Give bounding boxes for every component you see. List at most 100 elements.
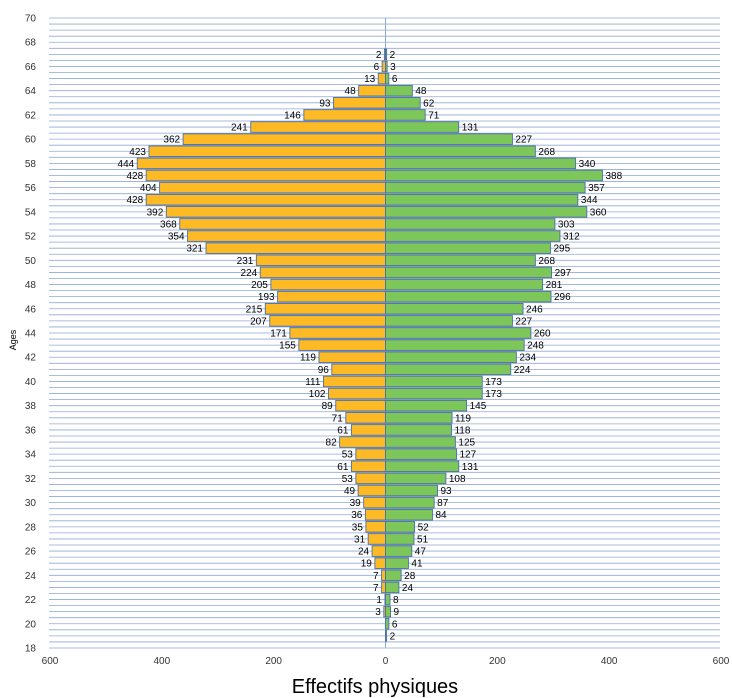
x-axis-tick-labels: 600 400 200 0 200 400 600 [42, 656, 730, 667]
left-bar [255, 254, 386, 267]
left-bar [259, 266, 386, 279]
data-label: 260 [534, 329, 551, 340]
right-bar [385, 448, 457, 460]
left-bar [318, 351, 386, 363]
y-tick-label: 62 [25, 110, 37, 121]
data-label: 155 [279, 341, 296, 352]
data-label: 224 [241, 268, 258, 279]
right-bar [385, 399, 468, 412]
data-label: 119 [455, 413, 471, 424]
y-tick-label: 34 [25, 450, 37, 461]
data-label: 2 [376, 50, 382, 61]
right-bar [385, 48, 388, 61]
y-tick-label: 64 [25, 86, 37, 97]
data-label: 296 [554, 292, 571, 303]
data-label: 2 [390, 50, 396, 61]
data-label: 47 [415, 547, 427, 558]
right-bar [385, 157, 577, 170]
data-label: 8 [393, 595, 399, 606]
y-tick-label: 36 [25, 425, 37, 436]
y-tick-label: 30 [25, 498, 37, 509]
y-tick-label: 22 [25, 595, 37, 606]
data-label: 82 [326, 438, 338, 449]
right-bar [385, 363, 512, 376]
right-bar [385, 618, 390, 630]
data-label: 49 [344, 486, 356, 497]
y-tick-label: 28 [25, 522, 37, 533]
y-tick-label: 20 [25, 619, 37, 630]
y-tick-label: 24 [25, 571, 37, 582]
data-label: 2 [390, 631, 396, 642]
data-label: 173 [485, 377, 502, 388]
x-tick-label: 600 [42, 656, 59, 667]
right-bar [385, 133, 513, 145]
y-tick-label: 48 [25, 280, 37, 291]
x-tick-label: 400 [601, 656, 618, 667]
left-bar [322, 375, 386, 388]
left-bar [148, 145, 386, 158]
data-label: 3 [390, 62, 396, 73]
data-label: 224 [514, 365, 531, 376]
y-tick-label: 46 [25, 304, 37, 315]
data-label: 388 [605, 171, 622, 182]
data-label: 340 [579, 159, 596, 170]
y-tick-label: 52 [25, 232, 37, 243]
left-bar [159, 181, 386, 194]
data-label: 96 [318, 365, 330, 376]
right-bar [385, 521, 416, 533]
right-bar [385, 242, 551, 254]
data-label: 6 [392, 619, 398, 630]
left-bar [365, 521, 386, 533]
right-bar [385, 533, 415, 545]
data-label: 51 [417, 534, 429, 545]
right-bar [385, 460, 460, 473]
data-label: 127 [460, 450, 477, 461]
left-bar [333, 97, 386, 109]
left-bar [355, 472, 386, 485]
data-label: 118 [454, 425, 470, 436]
data-label: 84 [435, 510, 447, 521]
data-label: 362 [163, 135, 180, 146]
y-tick-label: 18 [25, 644, 37, 655]
right-bar [385, 315, 513, 327]
data-label: 241 [231, 123, 248, 134]
data-label: 3 [375, 607, 381, 618]
data-label: 207 [250, 316, 267, 327]
left-bar [350, 460, 386, 473]
y-tick-label: 70 [25, 14, 37, 25]
left-bar [328, 387, 386, 400]
data-label: 93 [319, 98, 331, 109]
right-bar [385, 84, 413, 97]
data-label: 295 [553, 244, 570, 255]
right-bar [385, 254, 536, 267]
left-bar [364, 508, 386, 521]
right-bar [385, 387, 483, 400]
data-label: 125 [458, 438, 475, 449]
right-bar [385, 508, 433, 521]
right-bar [385, 145, 536, 158]
data-label: 61 [337, 425, 349, 436]
right-bar [385, 424, 452, 436]
data-label: 368 [160, 219, 177, 230]
data-label: 6 [374, 62, 380, 73]
left-bar [182, 133, 386, 145]
data-label: 215 [246, 304, 263, 315]
data-label: 53 [342, 474, 354, 485]
y-tick-label: 40 [25, 377, 37, 388]
data-label: 1 [376, 595, 382, 606]
right-bar [385, 193, 579, 206]
y-tick-label: 68 [25, 38, 37, 49]
left-bar [205, 242, 386, 254]
x-tick-label: 0 [383, 656, 389, 667]
data-label: 423 [129, 147, 146, 158]
data-label: 61 [337, 462, 349, 473]
right-bar [385, 630, 388, 642]
left-bar [179, 218, 386, 230]
y-tick-label: 32 [25, 474, 37, 485]
left-bar [303, 109, 386, 121]
left-bar [381, 60, 386, 73]
data-label: 173 [485, 389, 502, 400]
data-label: 392 [147, 207, 164, 218]
data-label: 344 [581, 195, 598, 206]
